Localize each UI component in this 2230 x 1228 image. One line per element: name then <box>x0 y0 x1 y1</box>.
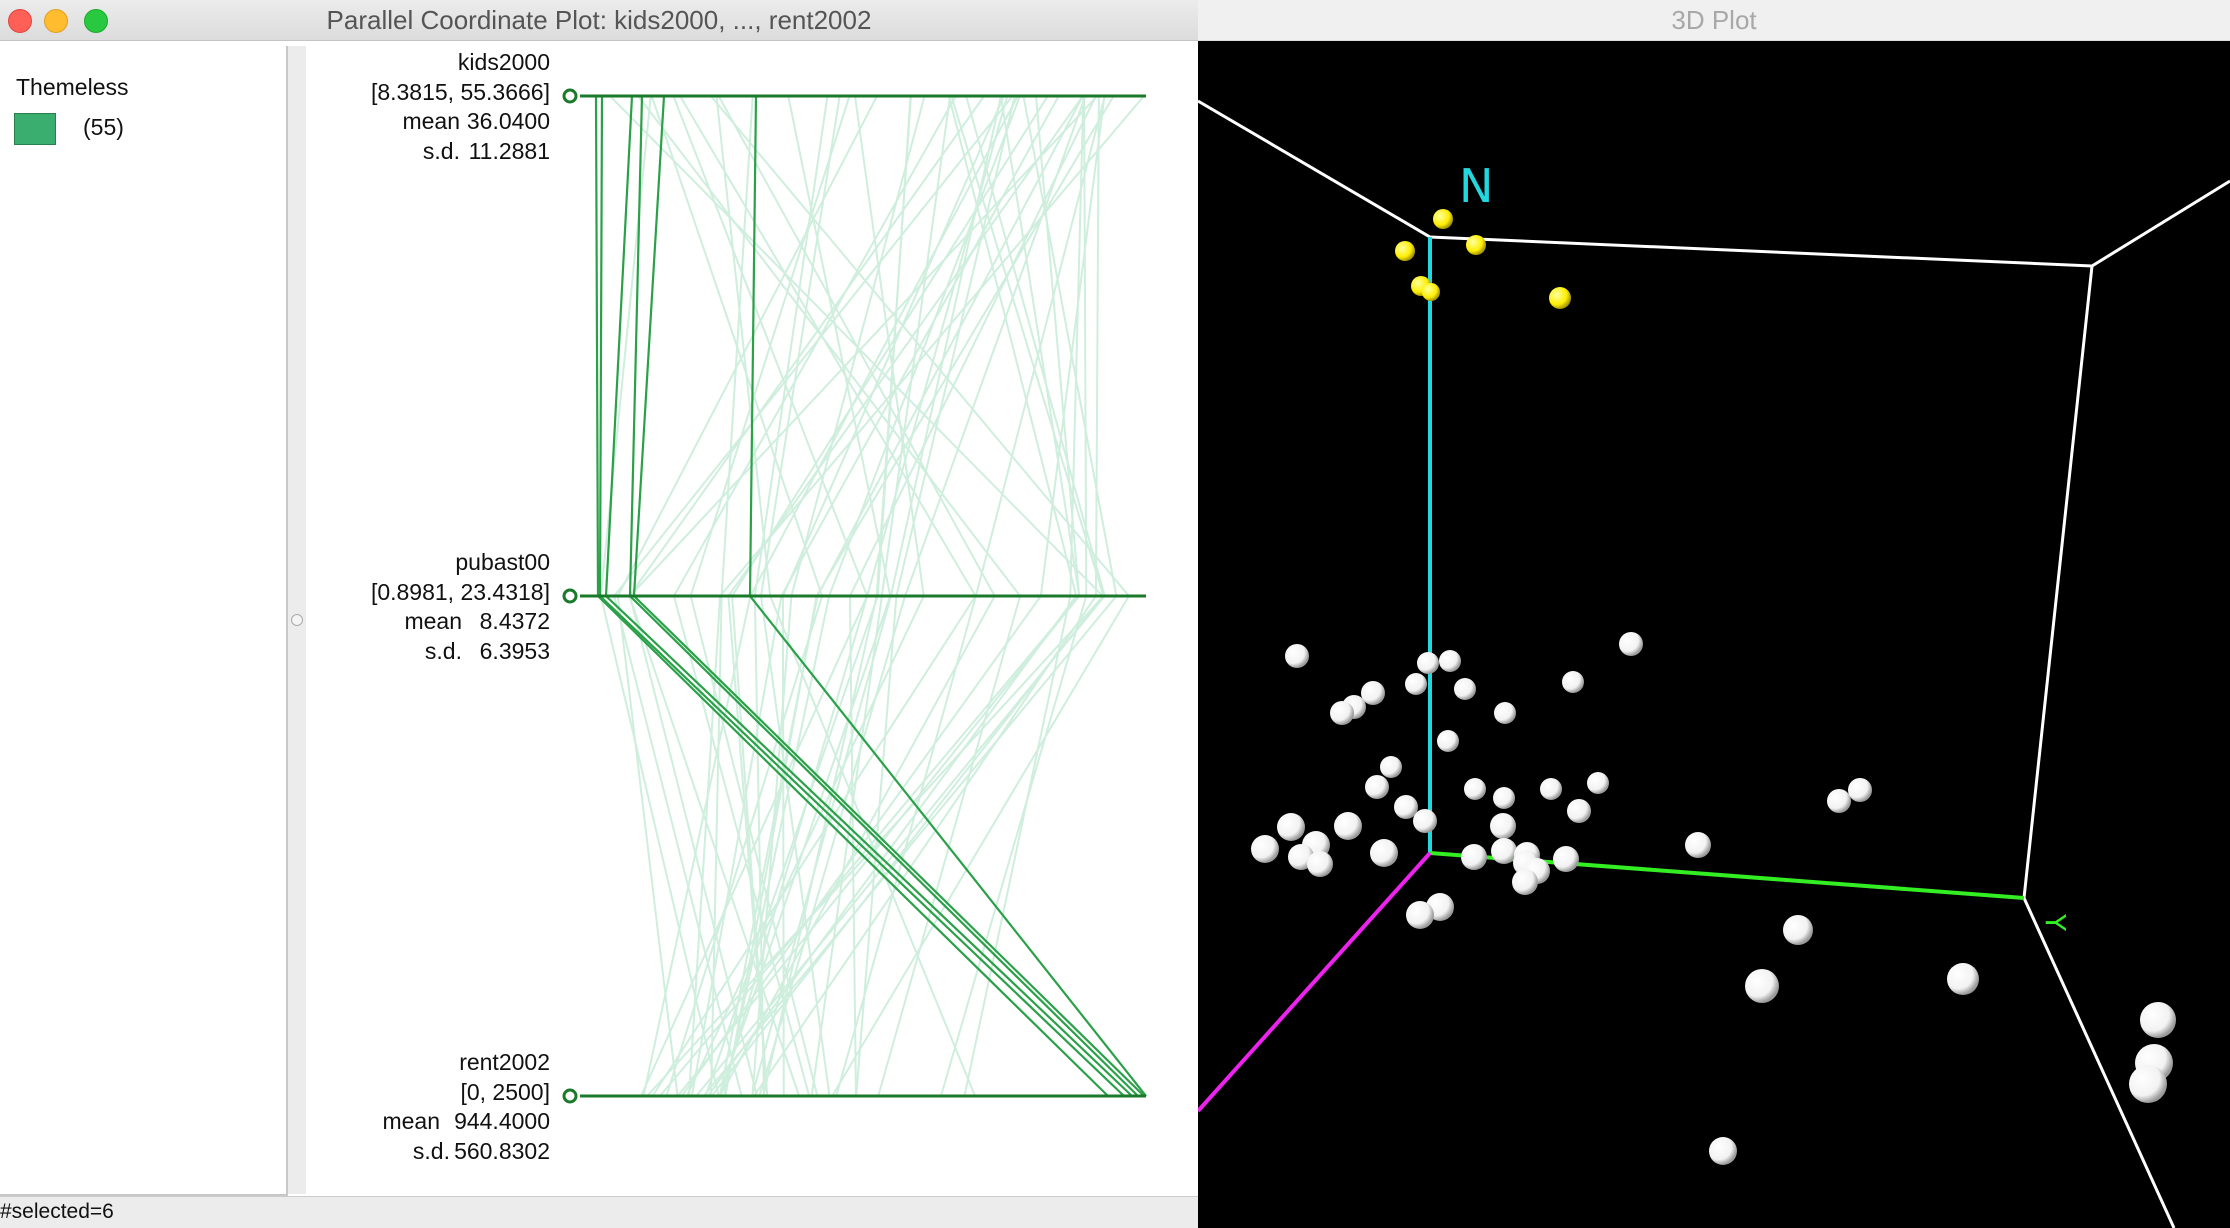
pcp-window-title: Parallel Coordinate Plot: kids2000, ...,… <box>326 5 872 35</box>
pcp-titlebar[interactable]: Parallel Coordinate Plot: kids2000, ...,… <box>0 0 1198 41</box>
data-point <box>1370 839 1398 867</box>
axis-range: [0.8981, 23.4318] <box>370 578 550 605</box>
data-point <box>1783 915 1813 945</box>
data-point <box>1491 838 1517 864</box>
data-point <box>1827 789 1851 813</box>
data-point <box>1619 632 1643 656</box>
axis-mean-value: 944.4000 <box>454 1108 550 1134</box>
axis-mean-label: mean <box>404 608 462 634</box>
data-point <box>1567 799 1591 823</box>
selected-point <box>1549 287 1571 309</box>
axis-sd-label: s.d. <box>424 637 462 664</box>
splitter-handle-icon[interactable] <box>291 614 303 626</box>
pcp-plot-area[interactable]: kids2000 [8.3815, 55.3666] mean 36.0400 … <box>306 42 1198 1196</box>
axis-sd-label: s.d. <box>422 137 460 164</box>
data-point <box>1454 678 1476 700</box>
axis-range: [8.3815, 55.3666] <box>370 78 550 105</box>
data-point <box>1461 844 1487 870</box>
data-point <box>1334 812 1362 840</box>
data-point <box>1685 832 1711 858</box>
legend-color-swatch[interactable] <box>14 113 56 145</box>
box-edge-front <box>2022 897 2176 1228</box>
data-point <box>1405 673 1427 695</box>
legend-category-count: (55) <box>83 114 124 140</box>
data-point <box>1848 778 1872 802</box>
pcp-lines-canvas[interactable] <box>306 42 1198 1196</box>
status-bar: #selected=6 <box>0 1196 1198 1228</box>
minimize-window-button[interactable] <box>44 9 68 33</box>
axis-name: kids2000 <box>457 49 550 75</box>
data-point <box>1587 772 1609 794</box>
axis-name: pubast00 <box>455 549 550 575</box>
axis-range: [0, 2500] <box>460 1078 550 1105</box>
data-point <box>1439 650 1461 672</box>
data-point <box>1406 901 1434 929</box>
axis-sd-value: 6.3953 <box>479 637 550 664</box>
axis-handle-icon <box>562 588 578 604</box>
data-point <box>2140 1002 2176 1038</box>
axis-mean-value: 8.4372 <box>479 608 550 634</box>
data-point <box>1307 851 1333 877</box>
data-point <box>1394 795 1418 819</box>
selection-count-status: #selected=6 <box>0 1200 114 1223</box>
axis-handle-icon <box>562 1088 578 1104</box>
selected-point <box>1433 209 1453 229</box>
legend-category-title: Themeless <box>16 74 129 100</box>
data-point <box>1437 730 1459 752</box>
data-point <box>1251 835 1279 863</box>
data-point <box>1709 1137 1737 1165</box>
axis-handle-icon <box>562 88 578 104</box>
data-point <box>1330 701 1354 725</box>
legend-panel: Themeless (55) <box>0 46 288 1196</box>
data-point <box>1512 869 1538 895</box>
y-axis-label: Y <box>2039 913 2072 932</box>
data-point <box>1277 813 1305 841</box>
data-point <box>1553 846 1579 872</box>
data-point <box>1745 969 1779 1003</box>
axis-sd-label: s.d. <box>412 1137 450 1164</box>
close-window-button[interactable] <box>8 9 32 33</box>
selected-point <box>1422 283 1440 301</box>
data-point <box>1380 756 1402 778</box>
data-point <box>2129 1065 2167 1103</box>
data-point <box>1494 702 1516 724</box>
axis-mean-label: mean <box>382 1108 440 1134</box>
data-point <box>1361 681 1385 705</box>
axis-sd-value: 11.2881 <box>468 137 550 164</box>
axis-mean-value: 36.0400 <box>466 108 550 134</box>
box-edge-top <box>1198 99 2230 268</box>
pcp-window: Parallel Coordinate Plot: kids2000, ...,… <box>0 0 1198 1228</box>
zoom-window-button[interactable] <box>84 9 108 33</box>
data-point <box>1490 813 1516 839</box>
selected-point <box>1466 235 1486 255</box>
data-point <box>1365 775 1389 799</box>
plot3d-window-title: 3D Plot <box>1671 5 1757 35</box>
n-axis-label: N <box>1459 159 1493 213</box>
data-point <box>1417 652 1439 674</box>
selected-point <box>1395 241 1415 261</box>
axis-name: rent2002 <box>459 1049 550 1075</box>
x-axis <box>1198 851 1432 1113</box>
data-point <box>1493 787 1515 809</box>
data-point <box>1413 809 1437 833</box>
plot3d-titlebar[interactable]: 3D Plot <box>1198 0 2230 41</box>
plot3d-canvas[interactable]: NY <box>1198 41 2230 1228</box>
panel-splitter[interactable] <box>288 46 306 1194</box>
data-point <box>1464 778 1486 800</box>
plot3d-background <box>1198 41 2230 1228</box>
box-edge-right <box>2022 265 2094 899</box>
data-point <box>1947 963 1979 995</box>
data-point <box>1285 644 1309 668</box>
axis-mean-label: mean <box>402 108 460 134</box>
data-point <box>1562 671 1584 693</box>
data-point <box>1540 778 1562 800</box>
axis-sd-value: 560.8302 <box>454 1137 550 1164</box>
